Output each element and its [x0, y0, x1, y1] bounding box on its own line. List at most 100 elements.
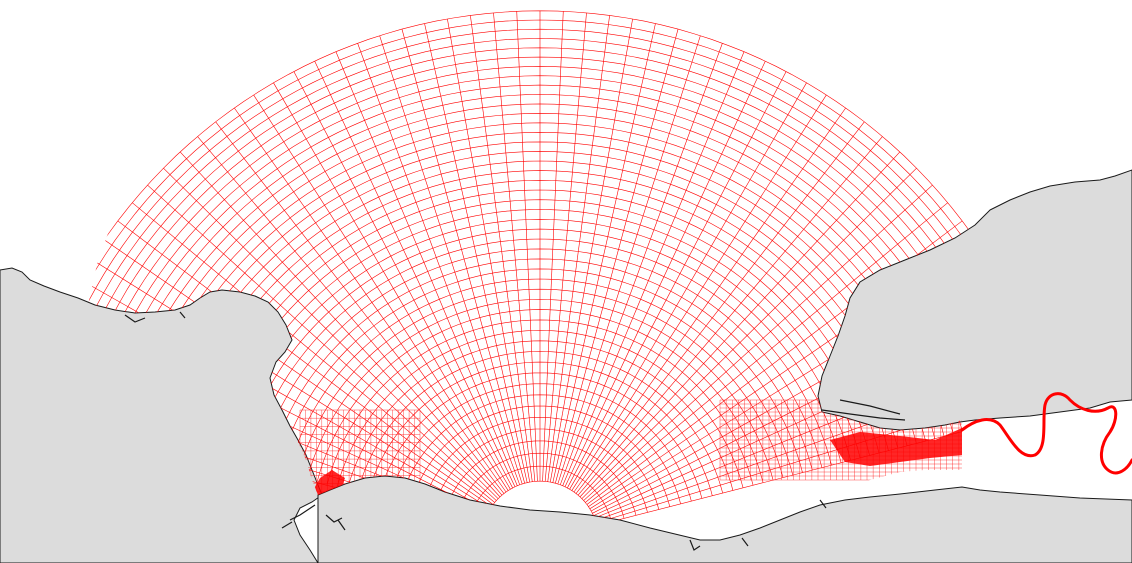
- mesh-radial-line: [91, 258, 491, 510]
- mesh-radial-line: [547, 15, 610, 482]
- coast-detail: [124, 314, 146, 323]
- mesh-arc-line: [154, 141, 926, 442]
- mesh-arc-line: [296, 288, 784, 478]
- mesh-radial-line: [253, 94, 509, 491]
- mesh-arc-line: [455, 452, 625, 519]
- mesh-radial-line: [424, 23, 528, 483]
- mesh-arc-line: [286, 278, 794, 476]
- coast-detail: [741, 537, 749, 547]
- mesh-radial-line: [583, 184, 933, 501]
- coast-detail: [819, 499, 827, 509]
- mesh-arc-line: [357, 351, 723, 494]
- mesh-radial-line: [493, 12, 536, 482]
- mesh-arc-line: [90, 75, 990, 425]
- mesh-arc-line: [432, 428, 648, 513]
- mesh-arc-line: [306, 299, 774, 481]
- mesh-arc-line: [346, 340, 734, 491]
- coast-detail: [289, 504, 316, 521]
- mesh-arc-line: [88, 47, 990, 418]
- mesh-arc-line: [443, 440, 637, 516]
- coast-detail: [689, 539, 701, 551]
- mesh-radial-line: [273, 82, 511, 490]
- mesh-arc-line: [88, 66, 990, 423]
- mesh-radial-line: [179, 151, 501, 498]
- mesh-radial-line: [557, 35, 701, 485]
- mesh-arc-line: [316, 309, 764, 483]
- river-channel: [960, 392, 1132, 475]
- mesh-radial-line: [147, 184, 497, 501]
- coast-detail: [281, 521, 293, 529]
- mesh-radial-line: [379, 35, 523, 485]
- mesh-arc-line: [238, 228, 842, 463]
- coast-detail: [325, 514, 343, 523]
- mesh-radial-line: [104, 239, 492, 507]
- mesh-arc-line: [326, 319, 754, 486]
- mesh-arc-line: [248, 238, 832, 466]
- mesh-radial-line: [132, 202, 495, 503]
- mesh-radial-line: [293, 71, 513, 489]
- mesh-arc-line: [88, 10, 990, 409]
- mesh-radial-line: [559, 43, 723, 485]
- mesh-arc-line: [420, 417, 660, 510]
- mesh-arc-line: [277, 268, 803, 473]
- mesh-radial-line: [569, 82, 807, 490]
- south-land: [317, 475, 1132, 563]
- mesh-radial-line: [516, 11, 538, 482]
- mesh-radial-line: [585, 202, 948, 503]
- mesh-arc-line: [388, 383, 692, 502]
- mesh-radial-line: [573, 107, 846, 493]
- mesh-radial-line: [234, 107, 507, 493]
- mesh-radial-line: [577, 136, 883, 496]
- mesh-arc-line: [88, 56, 990, 420]
- river-layer: [960, 392, 1132, 475]
- mesh-arc-line: [336, 330, 744, 488]
- mesh-arc-line: [377, 372, 703, 499]
- mesh-arc-line: [409, 405, 671, 507]
- mesh-arc-line: [267, 258, 813, 471]
- mesh-arc-line: [117, 103, 963, 432]
- coast-detail: [179, 311, 186, 319]
- mesh-radial-line: [163, 167, 499, 499]
- coast-detail: [839, 399, 901, 415]
- mesh-radial-line: [564, 61, 766, 487]
- mesh-arc-line: [88, 19, 990, 411]
- mesh-radial-line: [575, 121, 865, 494]
- mesh-radial-line: [555, 29, 679, 484]
- mesh-radial-line: [567, 71, 787, 489]
- mesh-radial-line: [335, 51, 518, 486]
- mesh-arc-line: [468, 465, 612, 522]
- mesh-radial-line: [447, 18, 531, 483]
- mesh-radial-line: [357, 43, 521, 485]
- mesh-arc-line: [144, 131, 936, 439]
- mesh-arc-line: [88, 28, 990, 414]
- coast-detail: [821, 409, 906, 421]
- mesh-radial-line: [571, 94, 827, 491]
- mesh-radial-line: [470, 15, 533, 482]
- mesh-radial-line: [579, 151, 901, 498]
- estuary-mouth-fill: [830, 428, 962, 466]
- mesh-arc-line: [108, 94, 972, 430]
- mesh-radial-line: [562, 51, 745, 486]
- mesh-radial-line: [401, 29, 525, 484]
- mesh-arc-line: [126, 113, 954, 434]
- mesh-arc-line: [399, 394, 681, 504]
- mesh-arc-line: [135, 122, 945, 437]
- coast-detail-layer: [124, 311, 906, 551]
- mesh-radial-line: [544, 12, 587, 482]
- mesh-arc-line: [257, 248, 823, 468]
- mesh-radial-line: [549, 18, 633, 483]
- coast-detail: [337, 519, 346, 531]
- mesh-radial-line: [117, 220, 494, 505]
- land-layer: [0, 169, 1132, 563]
- mesh-radial-line: [215, 121, 505, 494]
- mesh-arc-line: [88, 38, 990, 416]
- mesh-radial-line: [581, 167, 917, 499]
- mesh-radial-line: [197, 136, 503, 496]
- mesh-arc-line: [229, 218, 851, 461]
- mesh-radial-line: [542, 11, 564, 482]
- mesh-radial-line: [314, 61, 516, 487]
- mesh-arc-line: [99, 84, 981, 427]
- mesh-arc-line: [482, 480, 598, 526]
